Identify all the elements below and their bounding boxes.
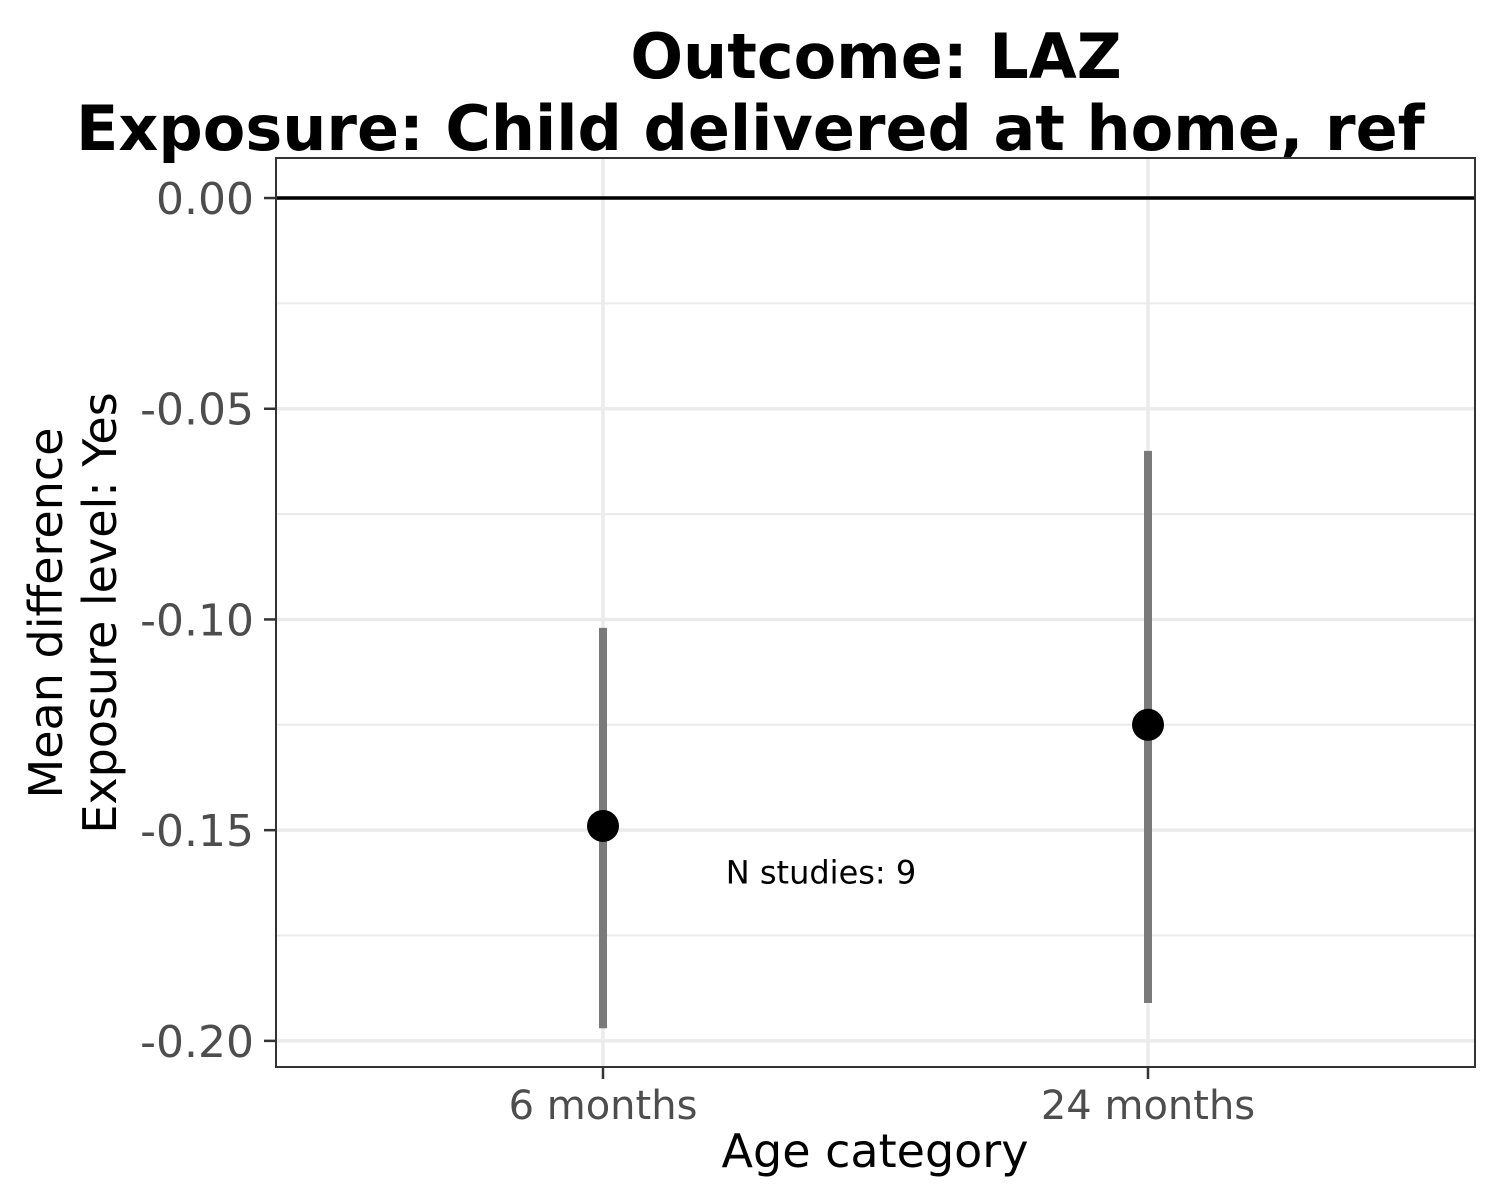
y-tick-label: -0.20	[140, 1017, 254, 1068]
y-axis-title: Mean difference Exposure level: Yes	[19, 392, 127, 833]
annotation-n-studies: N studies: 9	[726, 853, 916, 891]
chart-title-line1: Outcome: LAZ	[630, 20, 1121, 93]
panel-border	[275, 157, 1476, 1068]
x-tick-label: 24 months	[1041, 1083, 1255, 1129]
y-axis-title-line1: Mean difference	[19, 428, 73, 799]
y-axis-title-line2: Exposure level: Yes	[73, 392, 127, 833]
x-tick-label: 6 months	[509, 1083, 698, 1129]
axis-layer: 0.00 -0.05 -0.10 -0.15 -0.20 6 months 24 month…	[140, 174, 1255, 1129]
y-tick-label: -0.10	[140, 595, 254, 646]
estimate-point	[1132, 708, 1164, 741]
x-axis-title: Age category	[722, 1124, 1029, 1178]
chart-title-line2: Exposure: Child delivered at home, ref	[76, 92, 1426, 165]
y-tick-label: -0.05	[140, 385, 254, 436]
y-tick-label: 0.00	[156, 174, 254, 225]
data-layer: N studies: 9	[587, 450, 1164, 1029]
estimate-point	[587, 809, 619, 842]
grid-layer	[276, 158, 1475, 1067]
y-tick-label: -0.15	[140, 806, 254, 857]
